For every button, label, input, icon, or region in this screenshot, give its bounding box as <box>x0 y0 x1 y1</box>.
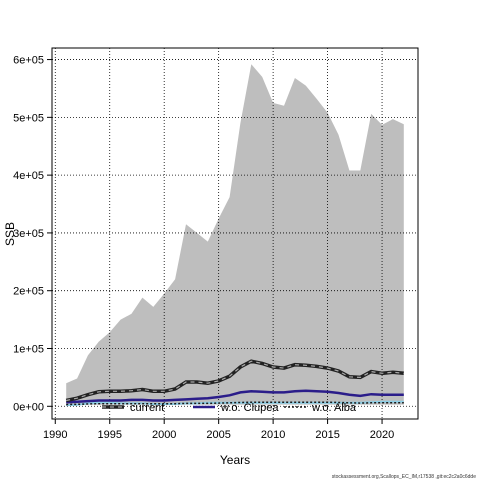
y-tick-label: 3e+05 <box>13 228 44 240</box>
legend-wo-clupea-label: w.o. Clupea <box>220 402 279 414</box>
x-tick-label: 1995 <box>97 429 121 441</box>
axes <box>51 47 419 420</box>
y-tick-label: 1e+05 <box>13 343 44 355</box>
legend-wo-alba-label: w.o. Alba <box>311 402 357 414</box>
x-axis-title: Years <box>220 453 250 467</box>
x-axis-ticks: 1990 1995 2000 2005 2010 2015 2020 <box>43 419 394 441</box>
ssb-band-area <box>66 64 404 406</box>
x-tick-label: 2020 <box>370 429 394 441</box>
y-axis-ticks: 0e+00 1e+05 2e+05 3e+05 4e+05 5e+05 6e+05 <box>13 55 52 413</box>
plot-frame <box>51 47 419 420</box>
y-tick-label: 0e+00 <box>13 401 44 413</box>
y-tick-label: 6e+05 <box>13 55 44 67</box>
confidence-band <box>66 64 404 406</box>
legend: current w.o. Clupea w.o. Alba <box>102 402 357 414</box>
footer-note: stockassessment.org,Scallops_EC_IM,r1753… <box>332 474 476 480</box>
y-axis-title: SSB <box>3 222 17 246</box>
series-line-wo-alba <box>66 401 404 406</box>
y-tick-label: 4e+05 <box>13 170 44 182</box>
series-line-wo-clupea <box>66 389 404 404</box>
x-tick-label: 2005 <box>206 429 230 441</box>
x-tick-label: 2015 <box>315 429 339 441</box>
series-line-current-dash <box>66 360 404 402</box>
y-tick-label: 2e+05 <box>13 286 44 298</box>
legend-current-label: current <box>130 402 164 414</box>
x-tick-label: 1990 <box>43 429 67 441</box>
series-lines <box>65 359 404 407</box>
x-tick-label: 2000 <box>152 429 176 441</box>
x-tick-label: 2010 <box>261 429 285 441</box>
grid <box>52 48 418 419</box>
y-tick-label: 5e+05 <box>13 112 44 124</box>
